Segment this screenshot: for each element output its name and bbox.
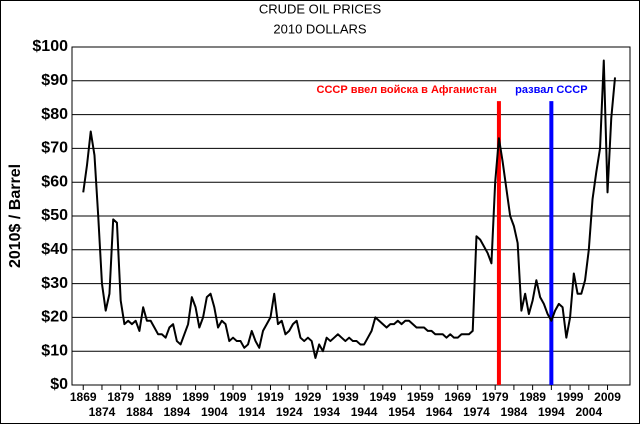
x-tick-label: 2009 xyxy=(594,390,621,404)
x-tick-label: 1904 xyxy=(201,405,228,419)
x-tick-label: 1999 xyxy=(557,390,584,404)
y-tick-label: $80 xyxy=(41,106,68,123)
y-tick-label: $40 xyxy=(41,241,68,258)
x-tick-label: 1894 xyxy=(164,405,191,419)
x-tick-label: 1979 xyxy=(482,390,509,404)
y-tick-label: $60 xyxy=(41,173,68,190)
plot-frame xyxy=(71,46,631,386)
y-tick-label: $10 xyxy=(41,342,68,359)
x-tick-label: 1879 xyxy=(107,390,134,404)
x-tick-label: 1929 xyxy=(295,390,322,404)
x-tick-label: 1889 xyxy=(145,390,172,404)
chart-subtitle: 2010 DOLLARS xyxy=(273,21,367,36)
x-tick-label: 1984 xyxy=(501,405,528,419)
x-tick-label: 1939 xyxy=(332,390,359,404)
price-line xyxy=(82,59,617,359)
x-tick-label: 1914 xyxy=(238,405,265,419)
x-tick-label: 1994 xyxy=(538,405,565,419)
y-tick-label: $70 xyxy=(41,140,68,157)
x-tick-label: 1964 xyxy=(426,405,453,419)
y-tick-label: $0 xyxy=(50,376,68,393)
x-tick-label: 1919 xyxy=(257,390,284,404)
x-tick-label: 1899 xyxy=(182,390,209,404)
y-tick-label: $20 xyxy=(41,309,68,326)
event-label: СССР ввел войска в Афганистан xyxy=(317,84,497,96)
x-tick-label: 1869 xyxy=(70,390,97,404)
y-tick-label: $90 xyxy=(41,72,68,89)
x-tick-label: 1949 xyxy=(369,390,396,404)
x-tick-label: 2004 xyxy=(575,405,602,419)
x-tick-label: 1934 xyxy=(313,405,340,419)
x-tick-label: 1954 xyxy=(388,405,415,419)
chart-title: CRUDE OIL PRICES xyxy=(259,1,382,16)
event-label: развал СССР xyxy=(515,84,587,96)
x-tick-label: 1969 xyxy=(444,390,471,404)
x-tick-label: 1944 xyxy=(351,405,378,419)
x-tick-label: 1974 xyxy=(463,405,490,419)
y-tick-label: $50 xyxy=(41,207,68,224)
x-tick-label: 1924 xyxy=(276,405,303,419)
x-tick-label: 1909 xyxy=(220,390,247,404)
y-tick-label: $30 xyxy=(41,275,68,292)
x-tick-label: 1959 xyxy=(407,390,434,404)
x-tick-label: 1989 xyxy=(519,390,546,404)
x-tick-label: 1884 xyxy=(126,405,153,419)
x-tick-label: 1874 xyxy=(89,405,116,419)
y-tick-label: $100 xyxy=(32,38,68,55)
y-axis-label: 2010$ / Barrel xyxy=(7,164,24,268)
